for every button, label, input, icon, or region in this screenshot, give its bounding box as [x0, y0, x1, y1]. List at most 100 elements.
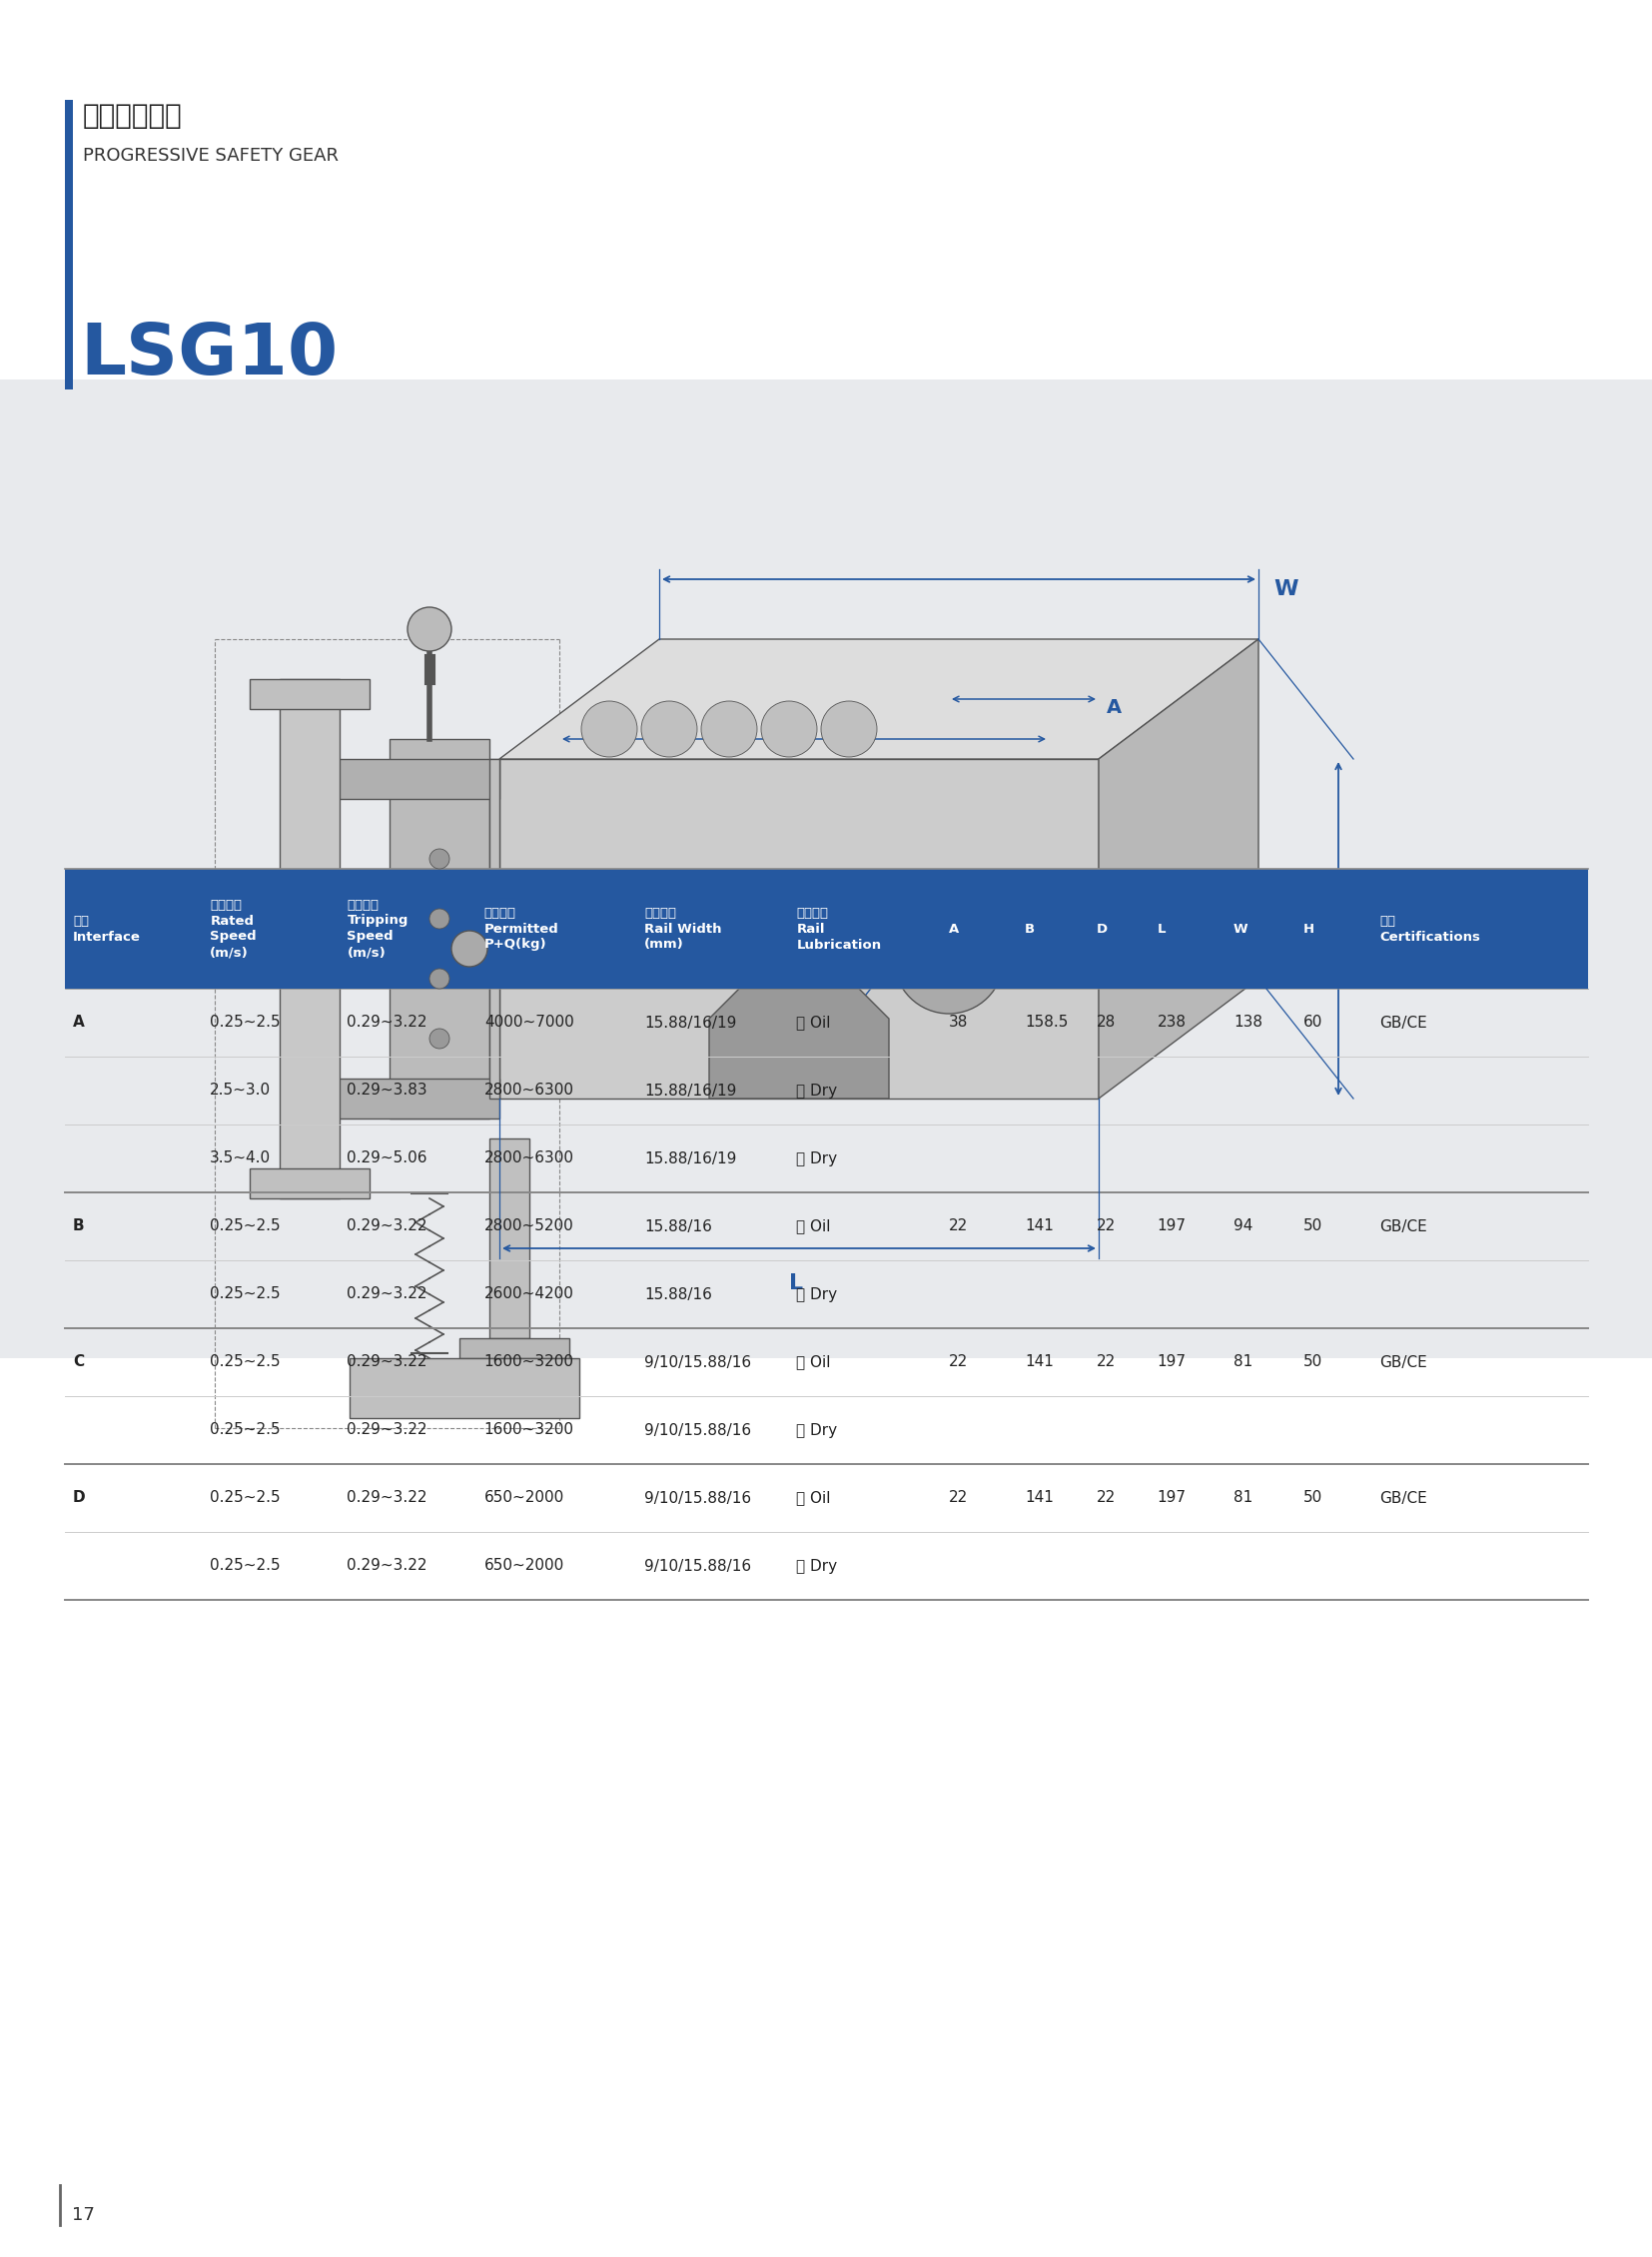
Text: 0.29~3.83: 0.29~3.83	[347, 1083, 428, 1099]
Text: 650~2000: 650~2000	[484, 1557, 565, 1573]
Circle shape	[408, 607, 451, 650]
Text: 0.29~3.22: 0.29~3.22	[347, 1490, 428, 1505]
Polygon shape	[709, 989, 889, 1099]
Text: 94: 94	[1234, 1219, 1252, 1235]
Text: 渐进式安全钓: 渐进式安全钓	[83, 102, 182, 131]
Text: B: B	[790, 715, 805, 734]
Circle shape	[430, 849, 449, 869]
Text: 2600~4200: 2600~4200	[484, 1286, 573, 1302]
Text: 81: 81	[1234, 1490, 1252, 1505]
Text: 197: 197	[1158, 1219, 1186, 1235]
Text: 0.29~3.22: 0.29~3.22	[347, 1557, 428, 1573]
Text: 2800~6300: 2800~6300	[484, 1151, 573, 1167]
Text: W: W	[1274, 580, 1298, 598]
Text: 141: 141	[1024, 1490, 1054, 1505]
Text: 0.29~3.22: 0.29~3.22	[347, 1016, 428, 1029]
Text: 0.25~2.5: 0.25~2.5	[210, 1286, 281, 1302]
Circle shape	[894, 903, 1004, 1013]
Text: 0.29~3.22: 0.29~3.22	[347, 1219, 428, 1235]
Text: 4000~7000: 4000~7000	[484, 1016, 573, 1029]
Text: B: B	[73, 1219, 84, 1235]
Bar	[64, 869, 1588, 989]
Text: 接口
Interface: 接口 Interface	[73, 914, 140, 943]
Polygon shape	[489, 1138, 529, 1338]
Text: 2800~6300: 2800~6300	[484, 1083, 573, 1099]
Text: 油 Oil: 油 Oil	[796, 1490, 831, 1505]
Text: 0.25~2.5: 0.25~2.5	[210, 1422, 281, 1438]
Text: 9/10/15.88/16: 9/10/15.88/16	[644, 1490, 752, 1505]
Text: GB/CE: GB/CE	[1379, 1490, 1427, 1505]
Text: H: H	[1356, 919, 1374, 939]
Text: 干 Dry: 干 Dry	[796, 1557, 838, 1573]
Text: 9/10/15.88/16: 9/10/15.88/16	[644, 1354, 752, 1370]
Bar	[64, 260, 73, 390]
Text: 0.25~2.5: 0.25~2.5	[210, 1219, 281, 1235]
Circle shape	[430, 968, 449, 989]
Text: 0.29~3.22: 0.29~3.22	[347, 1286, 428, 1302]
Text: 0.25~2.5: 0.25~2.5	[210, 1490, 281, 1505]
Text: L: L	[790, 1273, 803, 1293]
Polygon shape	[330, 1079, 499, 1119]
Text: 0.25~2.5: 0.25~2.5	[210, 1016, 281, 1029]
Text: D: D	[1097, 923, 1107, 934]
Text: 导轨润滑
Rail
Lubrication: 导轨润滑 Rail Lubrication	[796, 907, 882, 950]
Text: 2800~5200: 2800~5200	[484, 1219, 573, 1235]
Text: 允许质量
Permitted
P+Q(kg): 允许质量 Permitted P+Q(kg)	[484, 907, 558, 950]
Text: 22: 22	[1097, 1490, 1115, 1505]
Text: GB/CE: GB/CE	[1379, 1016, 1427, 1029]
Text: 干 Dry: 干 Dry	[796, 1083, 838, 1099]
Text: 油 Oil: 油 Oil	[796, 1219, 831, 1235]
Text: 认证
Certifications: 认证 Certifications	[1379, 914, 1480, 943]
Text: 197: 197	[1158, 1354, 1186, 1370]
Polygon shape	[499, 758, 1099, 1099]
Text: L: L	[1158, 923, 1166, 934]
Text: 238: 238	[1158, 1016, 1186, 1029]
Text: 1600~3200: 1600~3200	[484, 1422, 573, 1438]
Polygon shape	[350, 1359, 580, 1417]
Text: 0.29~3.22: 0.29~3.22	[347, 1422, 428, 1438]
Text: 干 Dry: 干 Dry	[796, 1151, 838, 1167]
Text: 0.29~5.06: 0.29~5.06	[347, 1151, 428, 1167]
Text: 触发速度
Tripping
Speed
(m/s): 触发速度 Tripping Speed (m/s)	[347, 898, 408, 959]
Text: 22: 22	[1097, 1354, 1115, 1370]
Text: 9/10/15.88/16: 9/10/15.88/16	[644, 1557, 752, 1573]
Text: D: D	[73, 1490, 86, 1505]
Text: 141: 141	[1024, 1354, 1054, 1370]
Polygon shape	[489, 758, 499, 1099]
Text: B: B	[1024, 923, 1036, 934]
Text: 1600~3200: 1600~3200	[484, 1354, 573, 1370]
Text: 22: 22	[948, 1354, 968, 1370]
Bar	[0, 379, 1652, 1359]
Circle shape	[430, 1029, 449, 1050]
Text: 干 Dry: 干 Dry	[796, 1422, 838, 1438]
Text: A: A	[73, 1016, 84, 1029]
Polygon shape	[1099, 639, 1259, 1099]
Circle shape	[582, 702, 638, 756]
Polygon shape	[390, 738, 489, 1119]
Polygon shape	[249, 1169, 370, 1198]
Text: 22: 22	[1097, 1219, 1115, 1235]
Text: 0.25~2.5: 0.25~2.5	[210, 1354, 281, 1370]
Text: 油 Oil: 油 Oil	[796, 1016, 831, 1029]
Text: 38: 38	[948, 1016, 968, 1029]
Text: 15.88/16/19: 15.88/16/19	[644, 1151, 737, 1167]
Text: 22: 22	[948, 1490, 968, 1505]
Text: 650~2000: 650~2000	[484, 1490, 565, 1505]
Text: 15.88/16: 15.88/16	[644, 1286, 712, 1302]
Text: 28: 28	[1097, 1016, 1115, 1029]
Circle shape	[700, 702, 757, 756]
Text: 158.5: 158.5	[1024, 1016, 1069, 1029]
Polygon shape	[249, 679, 370, 709]
Text: 60: 60	[1303, 1016, 1323, 1029]
Text: 0.29~3.22: 0.29~3.22	[347, 1354, 428, 1370]
Text: A: A	[1107, 697, 1122, 715]
Circle shape	[821, 702, 877, 756]
Text: GB/CE: GB/CE	[1379, 1354, 1427, 1370]
Text: 197: 197	[1158, 1490, 1186, 1505]
Text: 导轨宽度
Rail Width
(mm): 导轨宽度 Rail Width (mm)	[644, 907, 722, 950]
Text: 141: 141	[1024, 1219, 1054, 1235]
Text: A: A	[948, 923, 958, 934]
Polygon shape	[499, 639, 1259, 758]
Circle shape	[922, 932, 976, 986]
Text: 17: 17	[73, 2205, 94, 2223]
